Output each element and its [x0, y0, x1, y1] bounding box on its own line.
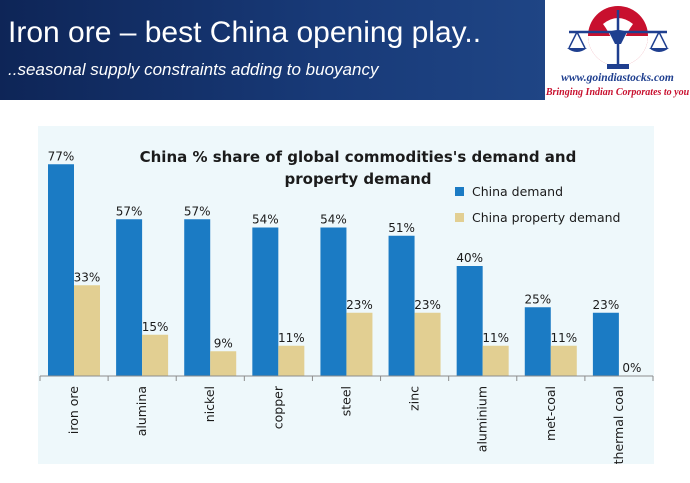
data-label-copper-china-property-demand: 11% [278, 331, 305, 345]
data-label-alumina-china-demand: 57% [116, 204, 143, 218]
data-label-met-coal-china-property-demand: 11% [550, 331, 577, 345]
bar-aluminium-china-property-demand [482, 345, 509, 376]
x-tick-label-nickel: nickel [202, 386, 217, 422]
data-label-thermal-coal-china-demand: 23% [593, 298, 620, 312]
x-tick-label-steel: steel [338, 386, 353, 416]
scales-bull-logo-icon [567, 6, 669, 69]
header-banner: Iron ore – best China opening play.. ..s… [0, 0, 545, 100]
page-title: Iron ore – best China opening play.. [8, 16, 482, 49]
legend-label-china-demand: China demand [472, 183, 563, 199]
bar-aluminium-china-demand [456, 266, 483, 376]
data-label-thermal-coal-china-property-demand: 0% [622, 361, 641, 375]
bar-alumina-china-demand [116, 219, 143, 376]
data-label-nickel-china-property-demand: 9% [214, 336, 233, 350]
data-label-zinc-china-demand: 51% [388, 221, 415, 235]
x-tick-label-aluminium: aluminium [475, 386, 490, 452]
data-label-steel-china-property-demand: 23% [346, 298, 373, 312]
bar-zinc-china-property-demand [414, 312, 441, 376]
chart-title: China % share of global commodities's de… [139, 148, 577, 188]
x-tick-label-copper: copper [270, 385, 285, 429]
bar-copper-china-property-demand [278, 345, 305, 376]
legend-item-china-property-demand: China property demand [455, 204, 620, 230]
legend-label-china-property-demand: China property demand [472, 209, 621, 225]
bar-iron-ore-china-demand [48, 164, 74, 376]
data-label-iron-ore-china-property-demand: 33% [74, 270, 101, 284]
bar-steel-china-demand [320, 227, 347, 376]
bar-thermal-coal-china-demand [592, 312, 619, 376]
data-label-alumina-china-property-demand: 15% [142, 320, 169, 334]
bar-nickel-china-property-demand [210, 351, 237, 376]
bar-met-coal-china-property-demand [550, 345, 577, 376]
x-tick-label-met-coal: met-coal [543, 386, 558, 441]
data-label-aluminium-china-property-demand: 11% [482, 331, 509, 345]
data-label-iron-ore-china-demand: 77% [48, 149, 75, 163]
bar-nickel-china-demand [184, 219, 211, 376]
logo-tagline: Bringing Indian Corporates to you [545, 87, 690, 98]
x-tick-label-thermal-coal: thermal coal [611, 386, 626, 464]
data-label-zinc-china-property-demand: 23% [414, 298, 441, 312]
logo-url: www.goindiastocks.com [561, 72, 674, 84]
chart-legend: China demand China property demand [455, 178, 620, 230]
bar-copper-china-demand [252, 227, 279, 376]
bar-iron-ore-china-property-demand [74, 285, 100, 376]
data-label-nickel-china-demand: 57% [184, 204, 211, 218]
bar-alumina-china-property-demand [142, 334, 169, 376]
x-tick-label-iron-ore: iron ore [66, 386, 81, 434]
bar-steel-china-property-demand [346, 312, 373, 376]
data-label-met-coal-china-demand: 25% [524, 292, 551, 306]
data-label-copper-china-demand: 54% [252, 213, 279, 227]
data-label-aluminium-china-demand: 40% [456, 251, 483, 265]
logo: www.goindiastocks.com Bringing Indian Co… [545, 0, 690, 100]
legend-item-china-demand: China demand [455, 178, 620, 204]
legend-swatch-china-property-demand [455, 212, 464, 222]
bar-met-coal-china-demand [524, 307, 551, 376]
bar-zinc-china-demand [388, 235, 415, 376]
page-subtitle: ..seasonal supply constraints adding to … [8, 60, 379, 79]
x-tick-label-alumina: alumina [134, 386, 149, 436]
legend-swatch-china-demand [455, 186, 464, 196]
x-tick-label-zinc: zinc [407, 386, 422, 411]
data-label-steel-china-demand: 54% [320, 213, 347, 227]
